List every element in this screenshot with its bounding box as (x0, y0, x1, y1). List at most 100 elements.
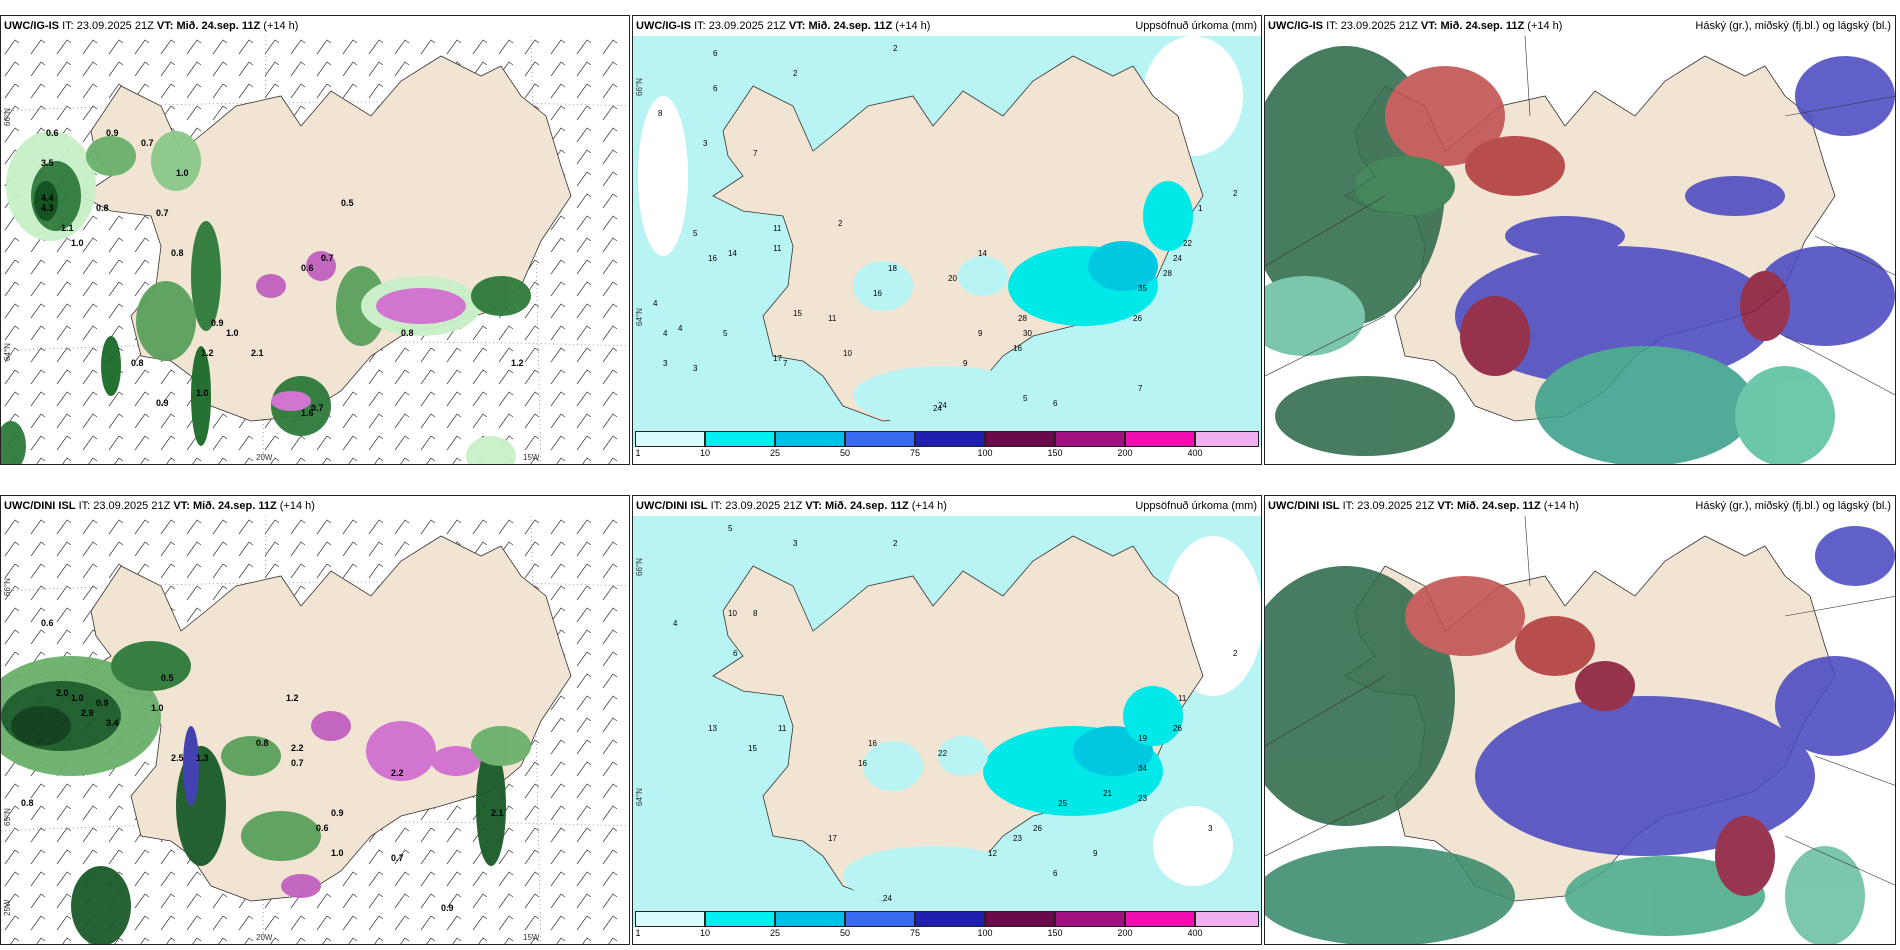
rain-rate-value: 4.4 (41, 193, 54, 203)
panel-header: UWC/IG-IS IT: 23.09.2025 21Z VT: Mið. 24… (1265, 16, 1895, 36)
panel-header: UWC/IG-IS IT: 23.09.2025 21Z VT: Mið. 24… (633, 16, 1261, 36)
vt-label: VT: (1420, 20, 1438, 32)
rain-rate-value: 0.6 (301, 263, 314, 273)
precip-value: 5 (1023, 394, 1028, 403)
precip-value: 2 (893, 539, 898, 548)
vt-label: VT: (156, 20, 174, 32)
precip-value: 28 (1163, 269, 1172, 278)
precip-value: 14 (978, 249, 987, 258)
precip-value: 3 (703, 139, 708, 148)
lat-label-66: 66°N (635, 78, 644, 96)
precip-value: 11 (1178, 694, 1187, 703)
precip-value: 1 (1198, 204, 1203, 213)
colorbar-swatch (705, 911, 775, 927)
colorbar-swatch (845, 431, 915, 447)
lat-label-65: 65°N (3, 808, 12, 826)
vt-label: VT: (173, 500, 190, 512)
field-title: Uppsöfnuð úrkoma (mm) (1135, 500, 1257, 512)
precip-value: 14 (728, 249, 737, 258)
init-time: 23.09.2025 21Z (1340, 20, 1418, 32)
rain-rate-value: 0.8 (401, 328, 414, 338)
precip-value: 26 (1133, 314, 1142, 323)
rain-rate-value: 0.7 (156, 208, 169, 218)
valid-time: Mið. 24.sep. 11Z (192, 500, 277, 512)
rain-rate-value: 1.0 (226, 328, 239, 338)
model-name: UWC/IG-IS (636, 20, 691, 32)
colorbar-swatch (1195, 431, 1259, 447)
it-label: IT: (1326, 20, 1338, 32)
colorbar-label: 400 (1187, 448, 1203, 458)
model-name: UWC/DINI ISL (636, 500, 708, 512)
rain-rate-value: 1.2 (201, 348, 214, 358)
precip-value: 23 (1013, 834, 1022, 843)
precip-value: 16 (708, 254, 717, 263)
it-label: IT: (62, 20, 74, 32)
vt-label: VT: (1437, 500, 1454, 512)
rain-rate-value: 0.7 (391, 853, 404, 863)
rain-rate-value: 1.2 (286, 693, 299, 703)
colorbar-swatch (775, 911, 845, 927)
precip-value: 2 (793, 69, 798, 78)
low-cloud (1475, 696, 1815, 856)
precip-value: 22 (938, 749, 947, 758)
precip-value: 28 (1018, 314, 1027, 323)
rain-rate-value: 0.7 (321, 253, 334, 263)
precip-value: 8 (658, 109, 663, 118)
precip-value: 11 (773, 244, 782, 253)
rain-rate-value: 2.1 (491, 808, 504, 818)
precip-value: 21 (1103, 789, 1112, 798)
field-title: Uppsöfnuð úrkoma (mm) (1135, 20, 1257, 32)
rain-rate-value: 1.6 (301, 408, 314, 418)
lead-time: (+14 h) (279, 500, 315, 512)
precip-value: 16 (873, 289, 882, 298)
rain-rate-value: 3.4 (106, 718, 119, 728)
field-title: Háský (gr.), miðský (fj.bl.) og lágský (… (1695, 20, 1891, 32)
colorbar-label: 50 (839, 448, 851, 458)
precip-value: 17 (828, 834, 837, 843)
colorbar-swatch (775, 431, 845, 447)
colorbar-label: 200 (1117, 448, 1133, 458)
colorbar-label: 200 (1117, 928, 1133, 938)
colorbar-label: 100 (977, 448, 993, 458)
lat-label-66: 66°N (3, 578, 12, 596)
colorbar-label: 100 (977, 928, 993, 938)
rain-rate-value: 0.9 (156, 398, 169, 408)
precip-value: 3 (793, 539, 798, 548)
colorbar-label: 1 (635, 448, 641, 458)
precip-value: 23 (1138, 794, 1147, 803)
precip-value: 4 (663, 329, 668, 338)
colorbar-swatch (1055, 431, 1125, 447)
colorbar-label: 75 (909, 928, 921, 938)
panel-header: UWC/DINI ISL IT: 23.09.2025 21Z VT: Mið.… (1, 496, 629, 516)
lead-time: (+14 h) (1543, 500, 1579, 512)
it-label: IT: (1342, 500, 1355, 512)
panel-clouds-igis: UWC/IG-IS IT: 23.09.2025 21Z VT: Mið. 24… (1264, 15, 1896, 465)
rain-rate-value: 4.3 (41, 203, 54, 213)
rain-rate-value: 1.0 (151, 703, 164, 713)
precip-value: 2 (1233, 649, 1238, 658)
init-time: 23.09.2025 21Z (725, 500, 803, 512)
precip-value: 35 (1138, 284, 1147, 293)
init-time: 23.09.2025 21Z (1357, 500, 1435, 512)
valid-time: Mið. 24.sep. 11Z (1440, 20, 1525, 32)
valid-time: Mið. 24.sep. 11Z (1456, 500, 1541, 512)
panel-header: UWC/IG-IS IT: 23.09.2025 21Z VT: Mið. 24… (1, 16, 629, 36)
precip-value: 11 (828, 314, 837, 323)
panel-precip-igis: UWC/IG-IS IT: 23.09.2025 21Z VT: Mið. 24… (632, 15, 1262, 465)
lat-label-64: 64°N (3, 343, 12, 361)
precip-value: 10 (728, 609, 737, 618)
precip-value: 25 (1058, 799, 1067, 808)
lead-time: (+14 h) (263, 20, 299, 32)
colorbar-swatch (1195, 911, 1259, 927)
precip-value: 6 (713, 84, 718, 93)
panel-header: UWC/DINI ISL IT: 23.09.2025 21Z VT: Mið.… (633, 496, 1261, 516)
precip-value: 6 (1053, 399, 1058, 408)
precip-value: 10 (843, 349, 852, 358)
rain-rate-value: 0.8 (171, 248, 184, 258)
precip-value: 15 (793, 309, 802, 318)
colorbar-label: 400 (1187, 928, 1203, 938)
precip-value: 6 (733, 649, 738, 658)
map-precip: 5 3 2 4 6 8 10 13 11 16 15 22 12 24 17 1… (633, 516, 1261, 926)
rain-rate-value: 0.7 (141, 138, 154, 148)
rain-rate-value: 0.9 (106, 128, 119, 138)
